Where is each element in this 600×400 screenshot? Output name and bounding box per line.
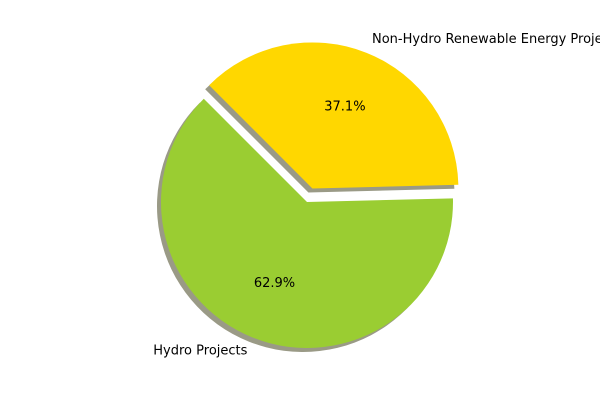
- slice-label-non-hydro-renewable-energy-projects: Non-Hydro Renewable Energy Projects: [372, 32, 600, 47]
- pie-slice-non-hydro-renewable-energy-projects: [209, 42, 459, 189]
- pie-slices: [161, 42, 459, 348]
- slice-percent-non-hydro-renewable-energy-projects: 37.1%: [324, 100, 365, 115]
- pie-slice-hydro-projects: [161, 98, 453, 348]
- slice-label-hydro-projects: Hydro Projects: [153, 344, 247, 359]
- pie-labels: Hydro Projects 62.9% Non-Hydro Renewable E…: [153, 32, 600, 359]
- slice-percent-hydro-projects: 62.9%: [254, 276, 295, 291]
